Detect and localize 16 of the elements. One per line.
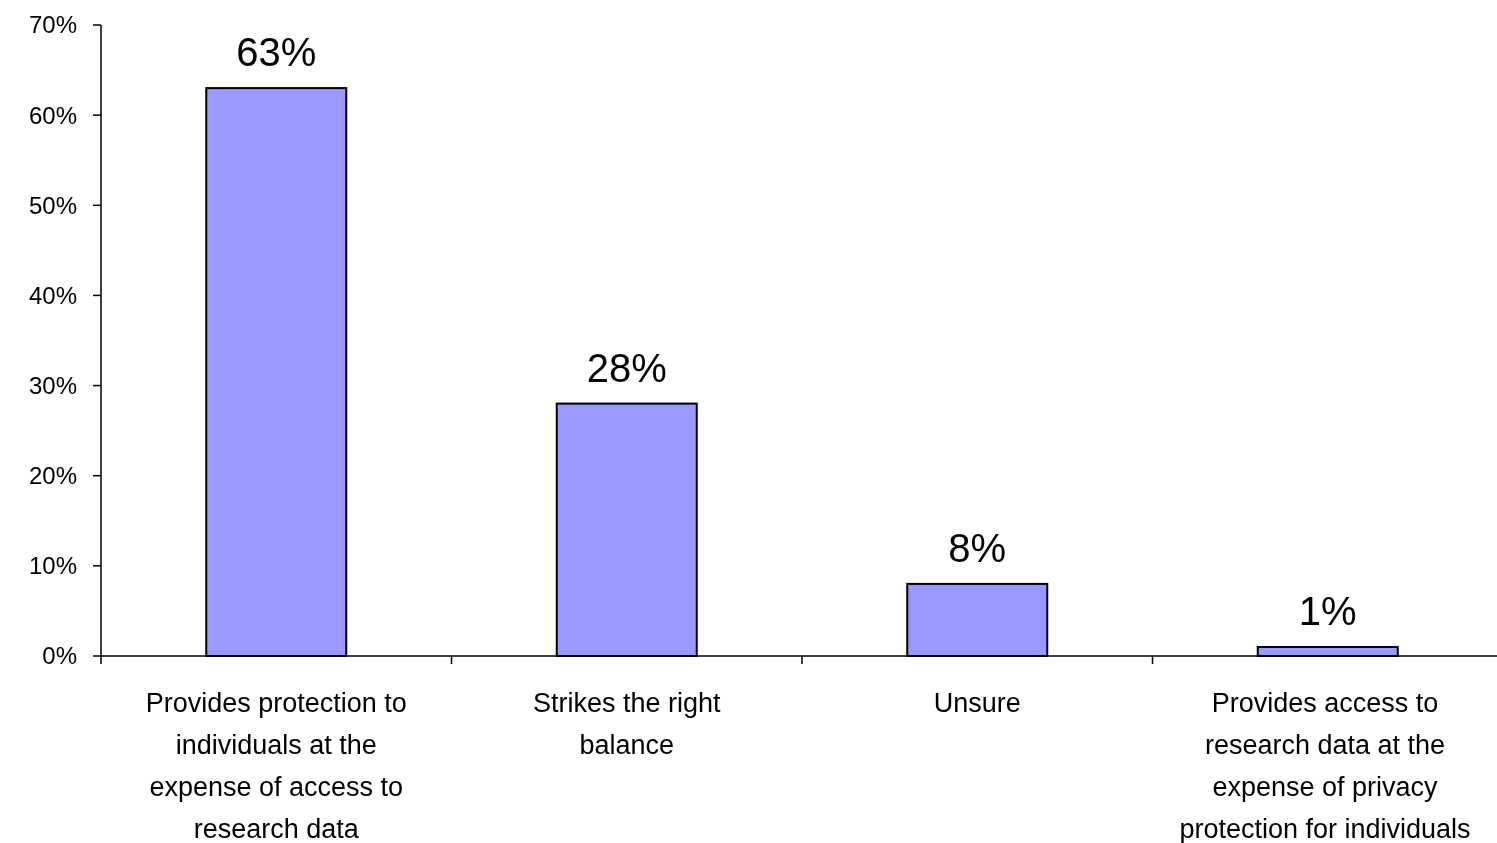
- x-tick-label: Provides protection to individuals at the expense of access to research data: [145, 688, 407, 843]
- y-tick-label: 50%: [28, 191, 77, 219]
- y-tick-label: 30%: [28, 371, 77, 399]
- y-tick-label: 10%: [28, 552, 77, 580]
- y-tick-label: 70%: [28, 11, 77, 39]
- data-label: 8%: [948, 525, 1007, 570]
- y-tick-label: 20%: [28, 462, 77, 490]
- data-label: 28%: [586, 345, 667, 390]
- data-label: 1%: [1298, 588, 1357, 633]
- x-tick-label: Unsure: [933, 688, 1021, 718]
- y-tick-label: 40%: [28, 281, 77, 309]
- data-label: 63%: [236, 30, 317, 75]
- x-tick-label: Provides access to research data at the expense of privacy protection for individuals: [1179, 688, 1471, 843]
- y-tick-label: 0%: [42, 642, 77, 670]
- y-tick-label: 60%: [28, 101, 77, 129]
- x-tick-label: Strikes the right balance: [532, 688, 722, 760]
